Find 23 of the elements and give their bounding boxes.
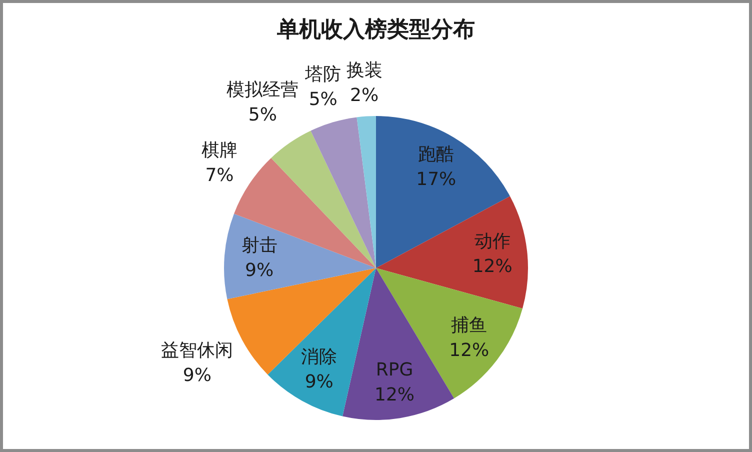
slice-label: 捕鱼 xyxy=(451,315,488,336)
data-label: 12% xyxy=(472,256,512,278)
slice-label: RPG xyxy=(376,360,414,381)
slice-label: 消除 xyxy=(301,346,338,368)
data-label: 9% xyxy=(304,371,334,392)
data-label: 5% xyxy=(248,104,277,126)
chart-title: 单机收入榜类型分布 xyxy=(276,18,475,43)
slice-label: 模拟经营 xyxy=(226,80,299,101)
data-label: 9% xyxy=(245,260,274,281)
slice-label: 动作 xyxy=(474,231,510,252)
data-label: 17% xyxy=(416,168,456,190)
data-label: 12% xyxy=(374,384,414,406)
data-label: 2% xyxy=(350,84,379,106)
data-label: 12% xyxy=(449,340,490,362)
data-label: 7% xyxy=(205,165,234,186)
slice-label: 棋牌 xyxy=(201,140,238,162)
slice-label: 塔防 xyxy=(304,64,342,86)
data-label: 5% xyxy=(308,89,338,110)
slice-label: 射击 xyxy=(241,234,278,256)
data-label: 9% xyxy=(182,364,212,386)
slice-label: 益智休闲 xyxy=(161,340,234,361)
slice-label: 换装 xyxy=(346,60,382,81)
slice-label: 跑酷 xyxy=(418,144,454,165)
